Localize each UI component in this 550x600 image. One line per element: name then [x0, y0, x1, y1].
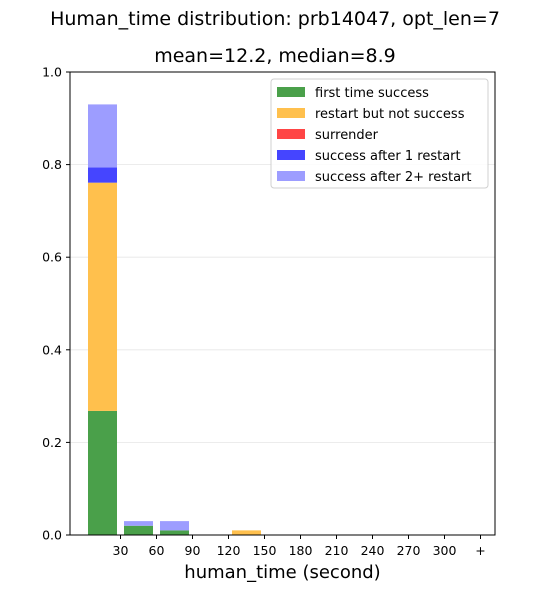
legend-box — [270, 78, 489, 189]
y-tick-label: 1.0 — [42, 65, 62, 80]
x-tick-label: + — [475, 543, 485, 558]
bar-segment — [124, 525, 153, 535]
legend-label: success after 1 restart — [315, 149, 461, 164]
bar-segment — [88, 104, 117, 168]
bar-segment — [232, 530, 261, 535]
legend-swatch — [277, 150, 305, 160]
x-tick-label: 180 — [289, 543, 313, 558]
legend-label: restart but not success — [315, 107, 465, 122]
y-tick-label: 0.6 — [42, 250, 62, 265]
legend-label: first time success — [315, 86, 429, 101]
x-tick-label: 60 — [149, 543, 165, 558]
bar-segment — [88, 167, 117, 183]
y-tick-label: 0.2 — [42, 435, 62, 450]
x-tick-label: 120 — [217, 543, 241, 558]
bar-segment — [88, 410, 117, 535]
chart-subtitle: mean=12.2, median=8.9 — [154, 45, 396, 67]
x-axis-label: human_time (second) — [184, 562, 380, 583]
bar-segment — [160, 530, 189, 535]
legend-swatch — [277, 171, 305, 181]
legend-label: surrender — [315, 128, 379, 143]
x-tick-label: 150 — [253, 543, 277, 558]
bar-segment — [124, 521, 153, 526]
y-tick-label: 0.4 — [42, 342, 62, 357]
bar-segment — [160, 521, 189, 531]
x-tick-label: 30 — [113, 543, 129, 558]
x-tick-label: 300 — [433, 543, 457, 558]
bar-segment — [88, 182, 117, 411]
x-tick-label: 240 — [361, 543, 385, 558]
chart-title: Human_time distribution: prb14047, opt_l… — [50, 8, 500, 30]
y-tick-label: 0.0 — [42, 528, 62, 543]
x-tick-label: 210 — [325, 543, 349, 558]
x-tick-label: 270 — [397, 543, 421, 558]
legend-swatch — [277, 108, 305, 118]
legend-label: success after 2+ restart — [315, 170, 472, 185]
x-tick-label: 90 — [185, 543, 201, 558]
y-tick-label: 0.8 — [42, 157, 62, 172]
legend-swatch — [277, 87, 305, 97]
legend-swatch — [277, 129, 305, 139]
plot-frame — [69, 71, 496, 536]
